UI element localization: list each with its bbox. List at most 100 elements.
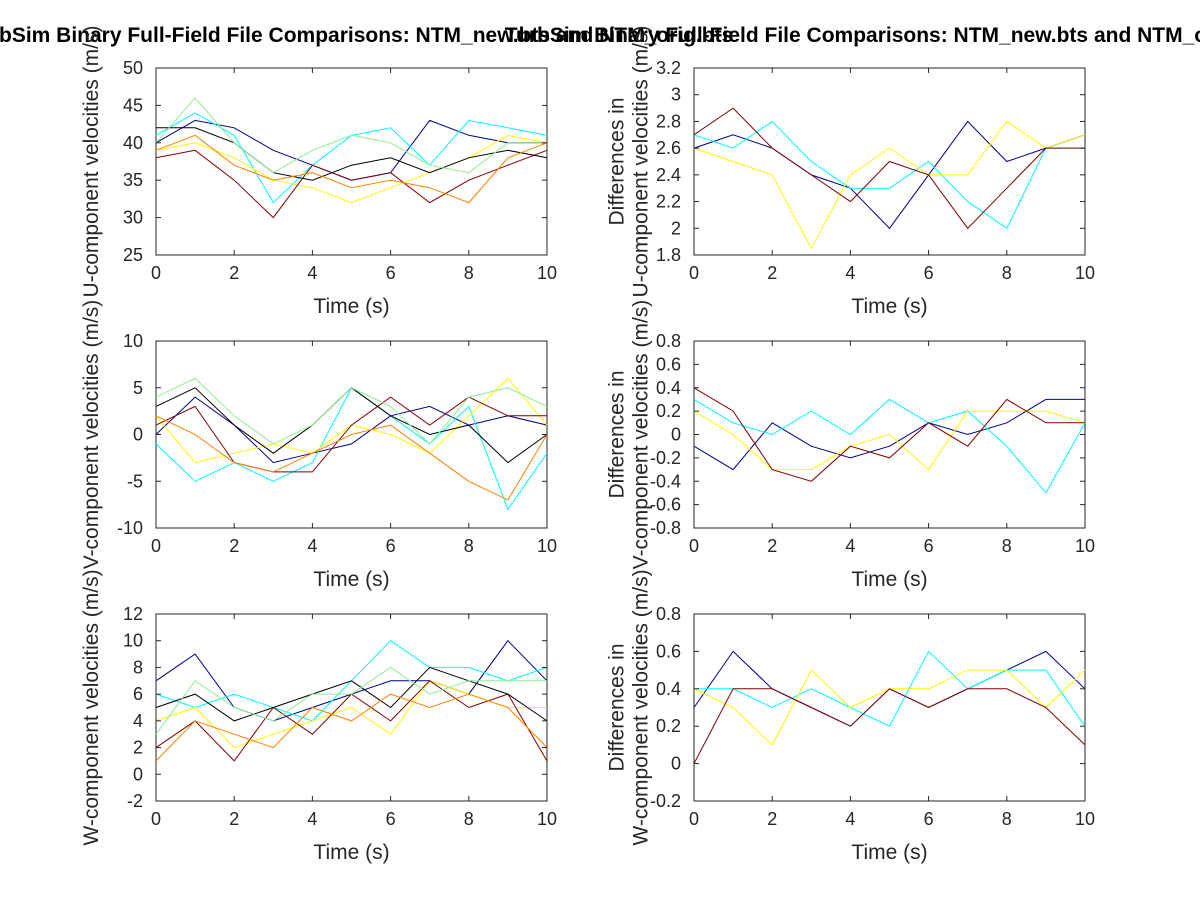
series-line-5 <box>156 127 548 181</box>
y-tick-label: 40 <box>123 133 143 153</box>
y-tick-label: 0.8 <box>656 331 681 351</box>
y-tick-label: 1.8 <box>656 245 681 265</box>
series-line-4 <box>693 107 1085 230</box>
y-tick-label: 2.4 <box>656 165 681 185</box>
x-tick-label: 4 <box>307 809 317 829</box>
x-tick-label: 6 <box>386 263 396 283</box>
series-line-4 <box>155 149 548 219</box>
x-axis-label: Time (s) <box>313 568 389 591</box>
x-tick-label: 4 <box>845 263 855 283</box>
x-tick-label: 6 <box>386 536 396 556</box>
x-tick-label: 0 <box>689 263 699 283</box>
series-line-4 <box>693 387 1085 482</box>
y-tick-label: 30 <box>123 208 143 228</box>
y-axis-label: Differences inU-component velocities (m/… <box>605 26 652 298</box>
x-tick-label: 4 <box>307 263 317 283</box>
x-tick-label: 8 <box>464 536 474 556</box>
x-tick-label: 0 <box>689 809 699 829</box>
x-tick-label: 2 <box>767 536 777 556</box>
y-tick-label: 10 <box>123 631 143 651</box>
y-tick-label: 2 <box>133 738 143 758</box>
x-tick-label: 10 <box>537 263 557 283</box>
y-tick-label: 8 <box>133 657 143 677</box>
subplot-u-differences: 0 2 4 6 8 10 1.8 2 2.2 2.4 2.6 2.8 3 3.2 Time (s) Diffe… <box>605 26 1095 318</box>
y-tick-label: 0.2 <box>656 401 681 421</box>
y-tick-label: 0.4 <box>656 378 681 398</box>
y-tick-label: 45 <box>123 95 143 115</box>
x-tick-label: 4 <box>845 809 855 829</box>
x-tick-label: 0 <box>151 263 161 283</box>
x-tick-label: 2 <box>229 536 239 556</box>
x-tick-label: 6 <box>924 263 934 283</box>
y-tick-label: 3 <box>671 85 681 105</box>
y-tick-label: 5 <box>133 378 143 398</box>
y-tick-label: 4 <box>133 711 143 731</box>
y-tick-label: -0.6 <box>650 495 681 515</box>
subplot-v-velocities: 0 2 4 6 8 10 -10 -5 0 5 10 Time (s) V-component velo… <box>80 300 557 591</box>
x-tick-label: 8 <box>1002 809 1012 829</box>
y-tick-label: 0 <box>133 425 143 445</box>
subplot-w-velocities: 0 2 4 6 8 10 -2 0 2 4 6 8 10 12 Time (s) W-component ve… <box>80 569 557 864</box>
series-line-1 <box>693 120 1086 230</box>
x-tick-label: 4 <box>845 536 855 556</box>
x-tick-label: 2 <box>229 809 239 829</box>
x-tick-label: 8 <box>464 809 474 829</box>
y-tick-label: 6 <box>133 684 143 704</box>
series-line-2 <box>693 398 1086 494</box>
y-tick-label: 10 <box>123 331 143 351</box>
x-axis-label: Time (s) <box>313 841 389 864</box>
y-axis-label: Differences inW-component velocities (m/… <box>605 569 652 845</box>
series-line-4 <box>155 396 547 473</box>
series-line-6 <box>155 377 548 445</box>
y-tick-label: 0.4 <box>656 679 681 699</box>
y-tick-label: 0.2 <box>656 716 681 736</box>
axes-frame <box>693 67 1086 256</box>
y-tick-label: 3.2 <box>656 58 681 78</box>
y-tick-label: -5 <box>127 471 143 491</box>
x-tick-label: 2 <box>767 809 777 829</box>
series-line-1 <box>693 398 1085 471</box>
x-axis-label: Time (s) <box>851 295 927 318</box>
y-tick-label: 0 <box>671 754 681 774</box>
y-tick-label: 35 <box>123 170 143 190</box>
series-line-3 <box>155 134 548 204</box>
y-axis-label: V-component velocities (m/s) <box>80 300 103 570</box>
x-tick-label: 10 <box>1075 536 1095 556</box>
y-tick-label: 2.2 <box>656 192 681 212</box>
series-line-6 <box>155 97 547 174</box>
y-tick-label: 0 <box>671 425 681 445</box>
x-tick-label: 6 <box>924 809 934 829</box>
x-tick-label: 8 <box>1002 536 1012 556</box>
y-tick-label: -0.2 <box>650 791 681 811</box>
subplot-v-differences: 0 2 4 6 8 10 -0.8 -0.6 -0.4 -0.2 0 0.2 0.4 0.6 0.8 Time… <box>605 300 1095 591</box>
y-tick-label: 0 <box>133 764 143 784</box>
series-line-3 <box>693 410 1086 471</box>
x-axis-label: Time (s) <box>851 841 927 864</box>
series-line-7 <box>155 415 548 501</box>
x-tick-label: 10 <box>1075 809 1095 829</box>
x-tick-label: 0 <box>151 536 161 556</box>
x-tick-label: 8 <box>1002 263 1012 283</box>
x-tick-label: 6 <box>924 536 934 556</box>
y-tick-label: 2.6 <box>656 138 681 158</box>
series-line-2 <box>694 650 1086 727</box>
subplot-w-differences: 0 2 4 6 8 10 -0.2 0 0.2 0.4 0.6 0.8 Time (s) Differen… <box>605 569 1095 864</box>
y-axis-label: Differences inV-component velocities (m/… <box>605 300 652 570</box>
series-line-2 <box>693 120 1085 230</box>
series-line-3 <box>693 120 1086 250</box>
y-tick-label: 25 <box>123 245 143 265</box>
x-tick-label: 8 <box>464 263 474 283</box>
x-tick-label: 4 <box>307 536 317 556</box>
x-tick-label: 0 <box>689 536 699 556</box>
x-tick-label: 10 <box>537 809 557 829</box>
y-tick-label: 0.6 <box>656 641 681 661</box>
x-axis-label: Time (s) <box>313 295 389 318</box>
x-tick-label: 0 <box>151 809 161 829</box>
axes-frame <box>155 67 548 256</box>
subplot-u-velocities: 0 2 4 6 8 10 25 30 35 40 45 50 Time (s) U-component v… <box>80 26 557 318</box>
y-tick-label: -10 <box>117 518 143 538</box>
series-line-1 <box>155 396 548 464</box>
series-line-7 <box>155 693 548 762</box>
series-line-6 <box>155 666 547 735</box>
